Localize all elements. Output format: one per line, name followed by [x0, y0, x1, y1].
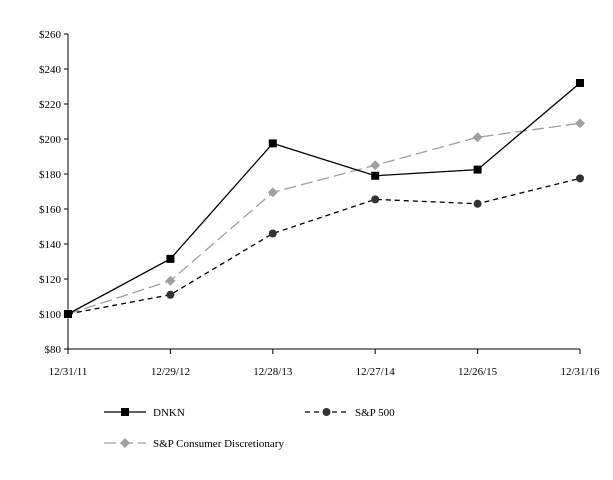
- legend: DNKN S&P 500 S&P Consumer Discretionary: [104, 407, 395, 450]
- series-line: [67, 122, 581, 315]
- legend-label: DNKN: [153, 407, 185, 419]
- x-tick-label: 12/26/15: [458, 366, 498, 378]
- series-line: [67, 82, 581, 315]
- series-2: [63, 118, 585, 319]
- x-tick-label: 12/31/11: [49, 366, 88, 378]
- data-point: [371, 195, 380, 204]
- x-tick-label: 12/28/13: [253, 366, 293, 378]
- data-point: [473, 199, 482, 208]
- legend-label: S&P Consumer Discretionary: [153, 438, 284, 450]
- data-point: [371, 171, 380, 180]
- series-layer: [63, 79, 585, 319]
- data-point: [576, 79, 584, 87]
- legend-item: S&P 500: [305, 407, 395, 419]
- series-1: [64, 174, 584, 318]
- series-line: [67, 177, 581, 315]
- data-point: [267, 187, 278, 198]
- y-tick-label: $240: [39, 64, 62, 76]
- data-point: [166, 254, 175, 263]
- legend-label: S&P 500: [355, 407, 395, 419]
- x-tick-label: 12/29/12: [151, 366, 190, 378]
- legend-item: DNKN: [104, 407, 185, 419]
- data-point: [268, 139, 277, 148]
- data-point: [64, 310, 72, 318]
- x-tick-label: 12/27/14: [356, 366, 396, 378]
- data-point: [472, 132, 483, 143]
- data-point: [473, 165, 482, 174]
- series-0: [64, 79, 584, 318]
- data-point: [165, 275, 176, 286]
- y-tick-label: $160: [39, 204, 62, 216]
- y-tick-label: $100: [39, 309, 62, 321]
- y-tick-label: $260: [39, 29, 62, 41]
- legend-marker: [120, 438, 130, 448]
- data-point: [268, 229, 277, 238]
- y-tick-label: $200: [39, 134, 62, 146]
- data-point: [576, 174, 584, 183]
- data-point: [370, 160, 381, 171]
- legend-marker: [322, 408, 331, 416]
- y-tick-label: $80: [45, 344, 62, 356]
- x-tick-label: 12/31/16: [560, 366, 600, 378]
- legend-marker: [121, 408, 129, 416]
- data-point: [575, 118, 585, 129]
- data-point: [166, 290, 175, 299]
- axes: $80 $100 $120 $140 $160 $180 $200 $220 $240 $260 1…: [39, 29, 600, 378]
- y-tick-label: $120: [39, 274, 62, 286]
- y-tick-label: $140: [39, 239, 62, 251]
- y-tick-label: $220: [39, 99, 62, 111]
- legend-item: S&P Consumer Discretionary: [104, 438, 284, 450]
- y-tick-label: $180: [39, 169, 62, 181]
